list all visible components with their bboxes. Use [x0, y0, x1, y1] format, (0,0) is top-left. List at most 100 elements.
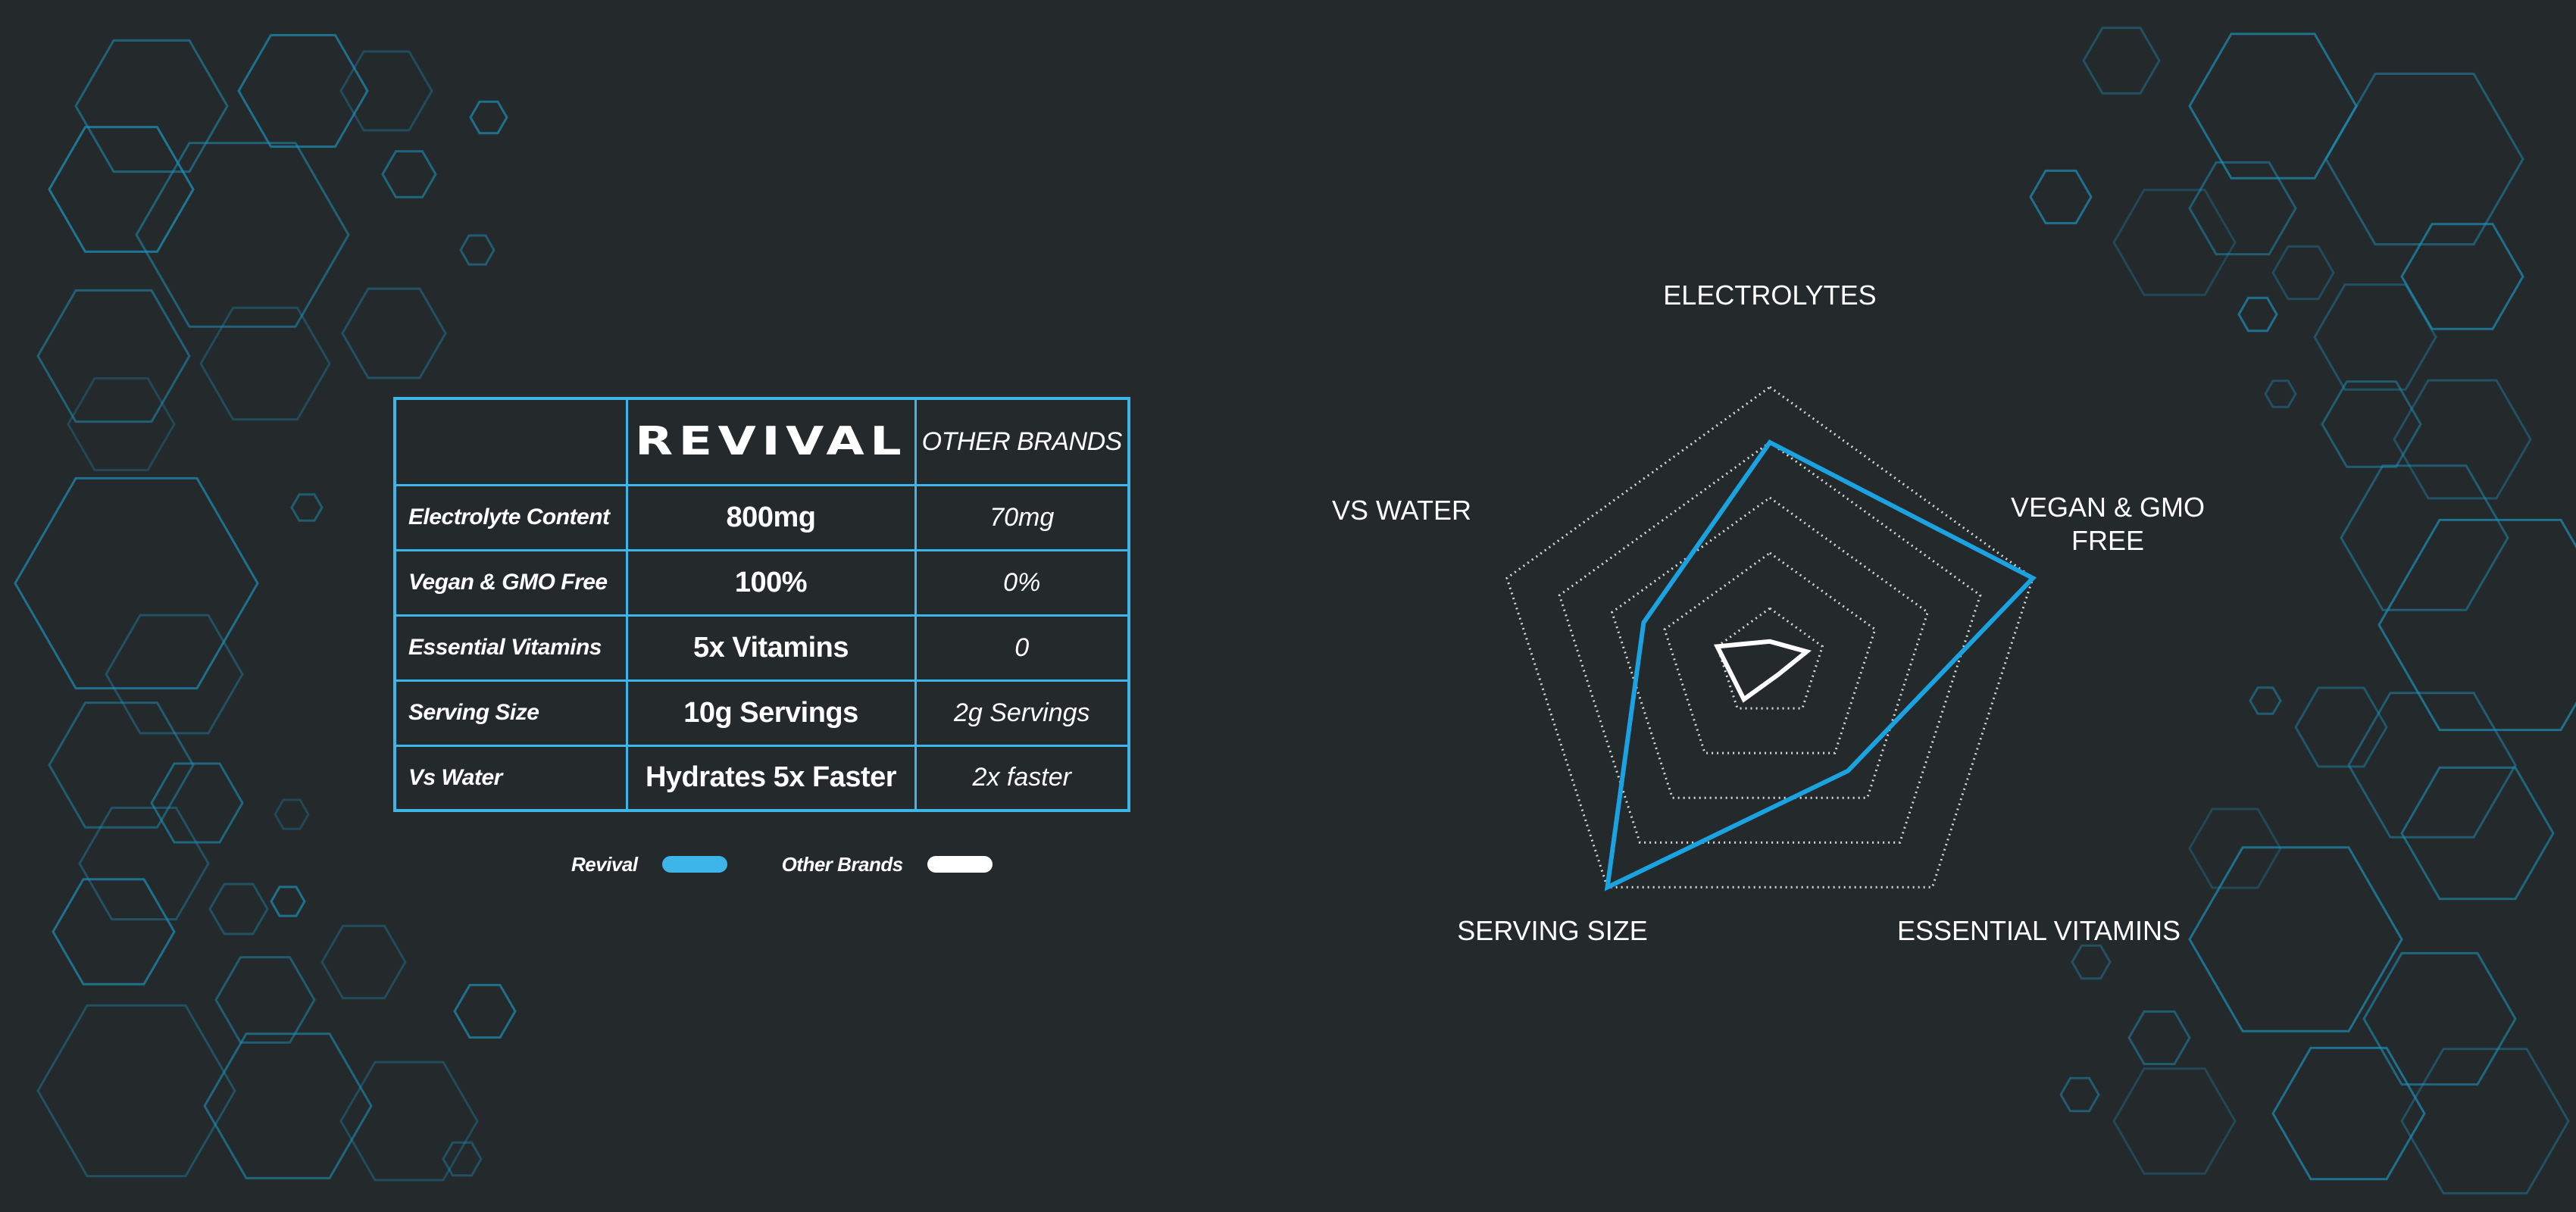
revival-value: Hydrates 5x Faster [625, 744, 917, 812]
row-label: Serving Size [393, 679, 628, 747]
radar-series-revival [1604, 439, 2037, 892]
hexagon-shape [2340, 464, 2509, 611]
revival-value: 100% [625, 548, 917, 617]
hexagon-shape [2377, 518, 2576, 732]
hexagon-shape [2127, 1010, 2191, 1066]
hexagon-shape [48, 701, 195, 829]
legend: Revival Other Brands [571, 849, 993, 879]
other-value: 2g Servings [914, 679, 1130, 747]
hexagon-shape [442, 1141, 483, 1177]
empty-corner-cell [393, 397, 628, 486]
hexagon-shape [2082, 27, 2161, 95]
hexagon-shape [2324, 72, 2524, 246]
table-row: Electrolyte Content 800mg 70mg [393, 483, 1130, 551]
table-row: Vs Water Hydrates 5x Faster 2x faster [393, 744, 1130, 812]
hexagon-shape [67, 376, 176, 472]
hexagon-shape [2400, 223, 2524, 330]
radar-grid-ring [1610, 496, 1930, 799]
hexagon-shape [469, 100, 508, 135]
table-row: Essential Vitamins 5x Vitamins 0 [393, 614, 1130, 682]
revival-value: 10g Servings [625, 679, 917, 747]
brand-header-cell: REVIVAL [625, 397, 917, 486]
hexagon-shape [2071, 944, 2112, 980]
table-row: Serving Size 10g Servings 2g Servings [393, 679, 1130, 747]
other-value: 0% [914, 548, 1130, 617]
hexagon-shape [459, 234, 496, 266]
legend-revival-swatch [661, 856, 727, 873]
radar-grid-ring [1715, 607, 1824, 710]
hexagon-shape [150, 762, 244, 844]
hexagon-shape [36, 1004, 236, 1178]
hexagon-shape [48, 126, 195, 253]
hexagon-shape [2112, 1067, 2237, 1175]
other-value: 2x faster [914, 744, 1130, 812]
hexagon-shape [2112, 189, 2237, 296]
hexagon-shape [237, 33, 369, 148]
hexagon-shape [274, 798, 310, 830]
row-label: Essential Vitamins [393, 614, 628, 682]
hexagon-shape [290, 493, 324, 522]
radar-grid-ring [1663, 551, 1877, 754]
hexagon-shape [135, 142, 350, 328]
hexagon-shape [214, 956, 316, 1044]
hexagon-shape [341, 287, 447, 380]
row-label: Vs Water [393, 744, 628, 812]
hexagon-shape [2400, 1048, 2570, 1195]
hexagon-shape [2249, 686, 2282, 715]
row-label: Vegan & GMO Free [393, 548, 628, 617]
hexagon-shape [2400, 766, 2555, 901]
other-brands-header: OTHER BRANDS [914, 397, 1130, 486]
table-row: Vegan & GMO Free 100% 0% [393, 548, 1130, 617]
hexagon-shape [2393, 379, 2532, 500]
legend-revival-label: Revival [571, 852, 638, 876]
hexagon-shape [381, 150, 437, 198]
hexagon-shape [203, 1032, 373, 1179]
table-header-row: REVIVAL OTHER BRANDS [393, 397, 1130, 486]
hexagon-shape [2237, 296, 2278, 333]
hexagon-shape [2321, 380, 2422, 468]
hexagon-shape [339, 50, 433, 132]
hexagon-shape [208, 882, 269, 936]
hexagon-shape [2294, 686, 2388, 768]
hexagon-shape [2188, 33, 2358, 180]
radar-axis-label: VS WATER [1332, 495, 1471, 526]
hexagon-shape [52, 878, 176, 986]
hexagon-shape [74, 39, 229, 173]
radar-axis-label: ELECTROLYTES [1663, 280, 1876, 311]
radar-axis-label: ESSENTIAL VITAMINS [1897, 915, 2181, 946]
radar-axis-label: VEGAN & GMO FREE [2011, 492, 2205, 556]
hexagon-shape [270, 886, 306, 917]
comparison-table: REVIVAL OTHER BRANDS Electrolyte Content… [393, 397, 1130, 812]
hexagon-shape [2271, 245, 2335, 301]
hexagon-shape [14, 476, 259, 690]
hexagon-shape [2362, 951, 2517, 1086]
hexagon-shape [453, 983, 517, 1039]
hexagon-shape [339, 1060, 479, 1182]
revival-logo: REVIVAL [634, 419, 908, 465]
hexagon-shape [2271, 1046, 2426, 1181]
legend-other-label: Other Brands [781, 852, 904, 876]
row-label: Electrolyte Content [393, 483, 628, 551]
hexagon-shape [2029, 169, 2093, 225]
radar-series-other [1713, 639, 1812, 703]
hexagon-shape [2347, 692, 2517, 839]
radar-grid-ring [1505, 386, 2034, 889]
other-value: 70mg [914, 483, 1130, 551]
radar-chart: ELECTROLYTES VEGAN & GMO FREE ESSENTIAL VIT… [1332, 280, 2205, 946]
hexagon-shape [105, 614, 244, 735]
hexagon-shape [199, 306, 331, 421]
hexagon-shape [2264, 380, 2297, 408]
hexagon-shape [2188, 161, 2297, 256]
hexagon-shape [2188, 846, 2403, 1032]
revival-value: 5x Vitamins [625, 614, 917, 682]
legend-other-swatch [927, 856, 993, 873]
hexagon-shape [2059, 1076, 2100, 1113]
hexagon-shape [36, 289, 191, 423]
hexagon-shape [2188, 807, 2282, 889]
hexagon-shape [78, 806, 210, 921]
hexagon-shape [2313, 283, 2437, 391]
revival-value: 800mg [625, 483, 917, 551]
other-value: 0 [914, 614, 1130, 682]
radar-axis-label: SERVING SIZE [1457, 915, 1647, 946]
